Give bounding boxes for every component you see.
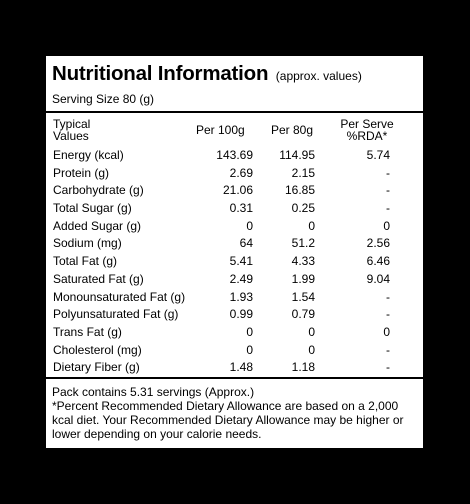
header-typical-values: Typical Values (53, 118, 90, 142)
nutrient-name: Saturated Fat (g) (53, 271, 144, 286)
value-per-100g: 1.93 (229, 289, 253, 304)
header-per-serve-line2: %RDA* (346, 129, 388, 143)
table-row: Protein (g) 2.69 2.15 - (46, 166, 423, 184)
value-rda: - (386, 201, 390, 216)
header-per-serve-rda: Per Serve %RDA* (336, 118, 398, 142)
value-per-100g: 64 (239, 236, 253, 251)
value-per-100g: 5.41 (229, 254, 253, 269)
value-rda: - (386, 183, 390, 198)
table-row: Cholesterol (mg) 0 0 - (46, 343, 423, 361)
header-per-serve-line1: Per Serve (340, 117, 394, 131)
nutrient-name: Polyunsaturated Fat (g) (53, 307, 179, 322)
header-typical-line1: Typical (53, 117, 91, 131)
value-per-100g: 143.69 (216, 148, 253, 162)
header-per-80g: Per 80g (271, 123, 314, 137)
nutrient-name: Total Sugar (g) (53, 201, 132, 216)
value-per-80g: 0 (308, 218, 315, 233)
value-per-100g: 2.49 (229, 271, 253, 286)
table-row: Energy (kcal) 143.69 114.95 5.74 (46, 148, 423, 166)
value-rda: 9.04 (366, 271, 390, 286)
rda-footnote: *Percent Recommended Dietary Allowance a… (52, 399, 404, 441)
value-per-80g: 0.79 (291, 307, 315, 322)
label-title: Nutritional Information (52, 62, 269, 85)
value-per-80g: 1.54 (291, 289, 315, 304)
header-per-100g: Per 100g (196, 123, 245, 137)
value-per-100g: 21.06 (222, 183, 253, 198)
value-rda: - (386, 307, 390, 322)
value-per-100g: 0.99 (229, 307, 253, 322)
table-row: Added Sugar (g) 0 0 0 (46, 219, 423, 237)
table-row: Sodium (mg) 64 51.2 2.56 (46, 236, 423, 254)
value-per-80g: 0 (308, 342, 315, 357)
value-rda: - (386, 289, 390, 304)
nutrient-table: Energy (kcal) 143.69 114.95 5.74 Protein (g… (46, 148, 423, 378)
value-per-100g: 0 (246, 342, 253, 357)
value-rda: 6.46 (366, 254, 390, 269)
title-row: Nutritional Information (approx. values) (52, 62, 362, 86)
value-per-80g: 1.99 (291, 271, 315, 286)
value-rda: - (386, 360, 390, 375)
title-note: (approx. values) (275, 69, 362, 83)
table-row: Dietary Fiber (g) 1.48 1.18 - (46, 360, 423, 378)
value-per-80g: 0 (308, 324, 315, 339)
nutrient-name: Total Fat (g) (53, 254, 118, 269)
value-rda: - (386, 165, 390, 180)
nutrient-name: Energy (kcal) (53, 148, 124, 162)
value-per-100g: 0 (246, 324, 253, 339)
nutrient-name: Dietary Fiber (g) (53, 360, 140, 375)
value-per-80g: 51.2 (291, 236, 315, 251)
value-per-100g: 0 (246, 218, 253, 233)
header-divider (46, 111, 423, 113)
table-row: Monounsaturated Fat (g) 1.93 1.54 - (46, 290, 423, 308)
nutrient-name: Monounsaturated Fat (g) (53, 289, 186, 304)
value-per-100g: 0.31 (229, 201, 253, 216)
table-row: Polyunsaturated Fat (g) 0.99 0.79 - (46, 307, 423, 325)
value-per-100g: 2.69 (229, 165, 253, 180)
nutrient-name: Protein (g) (53, 165, 110, 180)
value-per-80g: 16.85 (284, 183, 315, 198)
nutrition-label: Nutritional Information (approx. values)… (46, 56, 423, 448)
nutrient-name: Added Sugar (g) (53, 218, 142, 233)
value-rda: 2.56 (366, 236, 390, 251)
label-footer: Pack contains 5.31 servings (Approx.) *P… (52, 385, 418, 441)
value-per-100g: 1.48 (229, 360, 253, 375)
value-per-80g: 4.33 (291, 254, 315, 269)
nutrient-name: Trans Fat (g) (53, 324, 122, 339)
value-rda: 0 (383, 324, 390, 339)
nutrient-name: Cholesterol (mg) (53, 342, 142, 357)
nutrient-name: Sodium (mg) (53, 236, 122, 251)
servings-note: Pack contains 5.31 servings (Approx.) (52, 385, 255, 399)
value-rda: - (386, 342, 390, 357)
value-rda: 5.74 (366, 148, 390, 162)
table-row: Total Sugar (g) 0.31 0.25 - (46, 201, 423, 219)
footer-divider (46, 377, 423, 379)
table-row: Saturated Fat (g) 2.49 1.99 9.04 (46, 272, 423, 290)
value-per-80g: 0.25 (291, 201, 315, 216)
value-rda: 0 (383, 218, 390, 233)
nutrient-name: Carbohydrate (g) (53, 183, 144, 198)
serving-size: Serving Size 80 (g) (52, 92, 155, 106)
value-per-80g: 114.95 (279, 148, 315, 162)
table-row: Trans Fat (g) 0 0 0 (46, 325, 423, 343)
value-per-80g: 2.15 (291, 165, 315, 180)
table-row: Carbohydrate (g) 21.06 16.85 - (46, 183, 423, 201)
table-row: Total Fat (g) 5.41 4.33 6.46 (46, 254, 423, 272)
value-per-80g: 1.18 (291, 360, 315, 375)
header-typical-line2: Values (53, 129, 89, 143)
